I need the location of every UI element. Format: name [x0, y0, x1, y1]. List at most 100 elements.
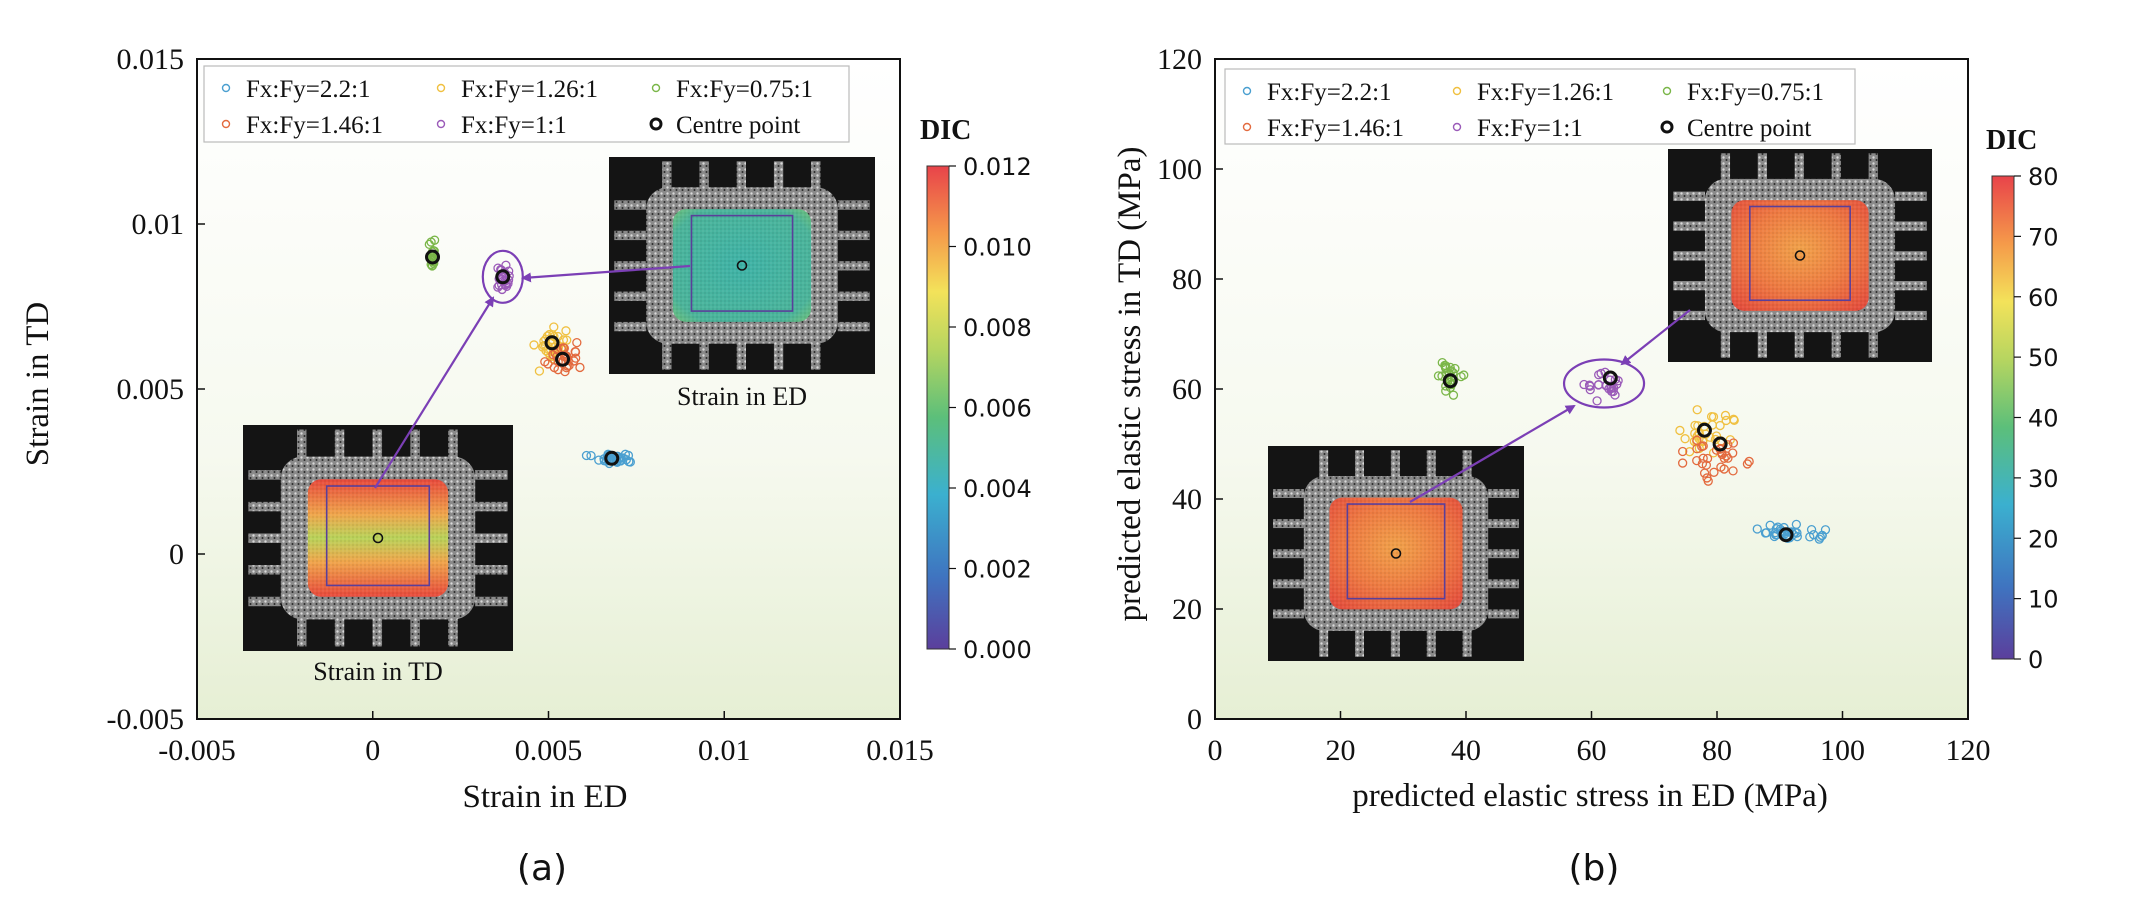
grip-finger — [334, 614, 345, 647]
colorbar-tick-label: 40 — [2028, 405, 2059, 433]
y-tick-label: 0.015 — [117, 43, 185, 76]
colorbar-title: DIC — [1986, 125, 2037, 156]
data-point — [1771, 524, 1782, 534]
dic-inset-image — [609, 157, 875, 374]
grip-finger — [297, 429, 307, 462]
data-point — [561, 326, 571, 336]
inset-label: Strain in ED — [677, 382, 807, 411]
colorbar-tick-label: 0 — [2028, 646, 2043, 674]
x-tick-label: 0.015 — [866, 734, 934, 767]
centre-marker — [736, 260, 748, 271]
data-point — [570, 347, 581, 357]
grip-finger — [1673, 221, 1705, 231]
grip-finger — [1720, 153, 1731, 185]
x-tick-label: 20 — [1326, 734, 1356, 767]
grip-finger — [1390, 625, 1400, 657]
grip-finger — [1895, 221, 1927, 231]
grip-finger — [1868, 326, 1878, 358]
legend-label: Fx:Fy=1:1 — [1477, 115, 1583, 142]
grip-finger — [248, 470, 281, 480]
colorbar-tick-label: 10 — [2028, 586, 2059, 614]
grip-finger — [448, 614, 458, 647]
grip-finger — [773, 337, 784, 370]
grip-finger — [837, 321, 870, 332]
region-box — [1749, 205, 1851, 302]
grip-finger — [372, 429, 383, 462]
grip-finger — [614, 261, 647, 271]
legend-box — [203, 65, 850, 143]
data-point — [1445, 362, 1455, 373]
y-tick-label: 60 — [1172, 373, 1202, 406]
grip-finger — [1488, 609, 1519, 619]
grip-finger — [614, 230, 647, 241]
data-point — [1592, 396, 1602, 406]
legend-marker — [1242, 86, 1252, 96]
colorbar-gradient — [1991, 175, 2015, 660]
panel-label: (b) — [1569, 848, 1620, 889]
data-point — [1610, 390, 1620, 400]
centre-point — [1712, 436, 1728, 452]
legend-marker — [221, 83, 231, 93]
grip-finger — [1273, 609, 1304, 619]
data-point — [557, 342, 568, 352]
legend-marker — [1662, 86, 1672, 96]
data-point — [1678, 446, 1688, 457]
grip-finger — [1273, 549, 1304, 559]
grip-finger — [475, 501, 508, 512]
grip-finger — [1273, 579, 1304, 589]
grip-finger — [1462, 625, 1472, 657]
centre-point — [544, 335, 560, 351]
data-point — [1744, 456, 1754, 467]
grip-finger — [1488, 489, 1519, 498]
data-point — [1806, 524, 1817, 535]
data-point — [1677, 458, 1688, 468]
chart-panel-b: 0 20 40 60 80 100 120020406080100120Fx:Fy=2.2:… — [1112, 43, 2059, 889]
legend-label: Fx:Fy=1.46:1 — [246, 112, 383, 139]
x-tick-label: 0.005 — [515, 734, 583, 767]
grip-finger — [475, 533, 508, 543]
colorbar-tick-label: 60 — [2028, 284, 2059, 312]
y-tick-label: 100 — [1157, 153, 1202, 186]
grip-finger — [1895, 310, 1927, 321]
data-point — [1448, 390, 1459, 400]
legend-label: Fx:Fy=1.26:1 — [1477, 79, 1614, 106]
grip-finger — [811, 337, 821, 370]
colorbar-tick-label: 0.006 — [963, 395, 1032, 423]
legend: Fx:Fy=2.2:1 Fx:Fy=1.26:1 Fx:Fy=0.75:1 Fx:Fy… — [1224, 68, 1856, 145]
series-fx-fy-1-46-1 — [1677, 435, 1754, 486]
grip-finger — [1488, 579, 1519, 589]
x-tick-label: 60 — [1577, 734, 1607, 767]
axes-frame — [1214, 58, 1969, 720]
grip-finger — [1462, 450, 1472, 482]
y-tick-label: 0.005 — [117, 373, 185, 406]
grip-finger — [1673, 281, 1705, 291]
colorbar-tick-label: 0.002 — [963, 556, 1032, 584]
grip-finger — [410, 429, 420, 462]
grip-finger — [1895, 191, 1927, 201]
grip-finger — [1488, 549, 1519, 559]
series-fx-fy-2-2-1 — [1752, 519, 1831, 544]
data-point — [1594, 370, 1604, 380]
annotation-arrow — [521, 264, 691, 283]
grip-finger — [410, 614, 420, 647]
data-point — [1752, 524, 1762, 534]
legend: Fx:Fy=2.2:1 Fx:Fy=1.26:1 Fx:Fy=0.75:1 Fx:Fy… — [203, 65, 850, 143]
data-point — [529, 340, 539, 350]
data-point — [1441, 361, 1451, 371]
grip-finger — [614, 291, 647, 301]
data-point — [1761, 528, 1772, 538]
legend-box — [1224, 68, 1856, 145]
grip-finger — [614, 200, 647, 210]
grip-finger — [1273, 519, 1304, 529]
y-tick-label: 0.01 — [132, 208, 185, 241]
data-point — [1723, 440, 1733, 450]
grip-finger — [837, 200, 870, 210]
legend-centre-marker — [649, 117, 663, 131]
data-point — [562, 335, 572, 345]
x-tick-label: 0.01 — [698, 734, 751, 767]
axes-frame — [196, 58, 901, 720]
centre-marker — [372, 532, 384, 544]
legend-marker — [651, 83, 661, 93]
data-point — [1728, 448, 1738, 458]
centre-point — [1442, 373, 1458, 389]
